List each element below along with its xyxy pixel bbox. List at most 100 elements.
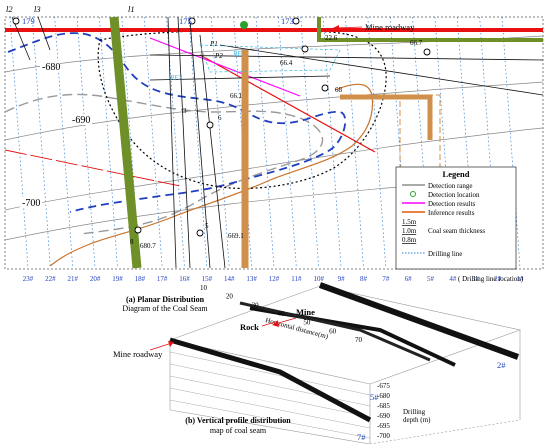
mine-roadway-arrowhead: [333, 25, 339, 31]
value-label-5: 68: [335, 86, 343, 94]
drilling-line-label: 4#: [449, 275, 457, 283]
vertical-profile: (a) Planar Distribution Diagram of the C…: [113, 282, 522, 444]
horizontal-tick-label: 10: [200, 284, 208, 292]
depth-tick-label: -700: [377, 432, 390, 440]
drill-point-markers: [12, 17, 431, 237]
contour-label-bg-700: [20, 197, 42, 208]
contour-label-700: -700: [22, 198, 40, 209]
legend-coal-seam-thickness: Coal seam thickness: [428, 227, 485, 235]
legend-detection-location-swatch: [410, 191, 416, 197]
value-label-6: 680.7: [140, 242, 156, 250]
drilling-line: [76, 16, 96, 269]
drilling-line-labels: 23# 22# 21# 20# 19# 18# 17# 16# 15# 14# 13# 12# 11# 1…: [23, 275, 524, 283]
value-label-2: 66.7: [410, 39, 423, 47]
structural-lines: [11, 16, 544, 269]
drilling-line-label: 20#: [90, 275, 101, 283]
drilling-line-label: 7#: [382, 275, 390, 283]
fault-line-red-b: [199, 54, 376, 153]
mine-roadway-profile-arrowhead: [168, 341, 174, 347]
drilling-line: [367, 16, 387, 269]
profile-id-5: 5#: [370, 392, 379, 402]
contour-label-690: -690: [72, 115, 90, 126]
horizontal-tick-label: 60: [329, 327, 337, 335]
drilling-line-label: 2#: [494, 275, 502, 283]
detection-range-curve: [4, 93, 324, 235]
profile-band-7: [169, 337, 372, 423]
drilling-line-label: 14#: [224, 275, 235, 283]
drilling-line-label: 13#: [246, 275, 257, 283]
contour-label-bg-680: [40, 61, 60, 72]
drilling-line-label: 5#: [427, 275, 435, 283]
drilling-line-label: 10#: [313, 275, 324, 283]
station-175: 175: [179, 16, 192, 26]
horizontal-tick-label: 30: [252, 301, 260, 309]
depth-axis-label-2: depth (m): [403, 416, 431, 424]
detection-location-marker: [240, 21, 248, 29]
horizontal-tick-label: 50: [303, 319, 311, 327]
caption-b-line2: map of coal seam: [210, 426, 267, 435]
drilling-line-label: 8#: [360, 275, 368, 283]
drilling-line-label: 12#: [269, 275, 280, 283]
drilling-line-label: 23#: [23, 275, 34, 283]
caption-b-line1: (b) Vertical profile distribution: [185, 416, 291, 425]
drilling-line: [9, 16, 29, 269]
mine-roadway-profile-label: Mine roadway: [113, 349, 163, 359]
profile-band-5: [239, 301, 431, 362]
legend-detection-results: Detection results: [428, 200, 476, 208]
horizontal-ticks: 10 20 30 40 50 60 70: [200, 284, 363, 344]
profile-id-2: 2#: [497, 360, 506, 370]
map-frame: [4, 16, 544, 270]
inference-zone-dashed: [399, 94, 441, 206]
drilling-line-label: 15#: [202, 275, 213, 283]
legend-thickness-3: 0.8m: [402, 236, 417, 244]
inference-band-orange-right: [340, 94, 433, 140]
drilling-line-label: 21#: [67, 275, 78, 283]
caption-a-line1: (a) Planar Distribution: [126, 295, 205, 304]
drilling-line: [32, 16, 51, 269]
station-179: 179: [22, 16, 35, 26]
line-label-l1: l1: [128, 4, 135, 14]
drilling-line-label: 1#: [517, 275, 525, 283]
value-label-7: 669.1: [228, 232, 244, 240]
point-label-6: 6: [218, 114, 222, 122]
fault-band-green-top: [317, 17, 543, 42]
drilling-line: [255, 16, 275, 269]
drilling-line-label: 3#: [472, 275, 480, 283]
drilling-line-label: 18#: [135, 275, 146, 283]
point-label-8: 8: [130, 238, 134, 246]
drilling-axis-label: ( Drilling line location): [458, 275, 524, 283]
rock-arrow: [261, 320, 279, 327]
legend-title: Legend: [443, 169, 470, 179]
planar-map: 179 175 173 l2 l3 l1 Mine roadway -680 -…: [4, 4, 544, 283]
profile-id-7: 7#: [357, 432, 366, 442]
detection-results-line: [149, 37, 301, 97]
drilling-line: [300, 16, 320, 269]
drilling-line-label: 11#: [291, 275, 302, 283]
rf-label-2: RF2: [169, 74, 183, 82]
horizontal-tick-label: 70: [355, 336, 363, 344]
point-label-p2: P2: [214, 52, 223, 60]
rf-label-1: RF1: [232, 50, 245, 58]
horizontal-tick-label: 40: [278, 310, 286, 318]
depth-tick-label: -680: [377, 392, 390, 400]
drilling-line-label: 19#: [112, 275, 123, 283]
point-label-3: 3: [183, 107, 187, 115]
depth-tick-label: -675: [377, 382, 390, 390]
fault-line-red-a: [4, 149, 181, 187]
drilling-line-label: 22#: [45, 275, 56, 283]
legend-thickness-1: 1.5m: [402, 218, 417, 226]
mine-arrow: [274, 317, 297, 325]
depth-ticks: -675 -680 -685 -690 -695 -700: [377, 382, 390, 440]
line-label-l3: l3: [34, 4, 41, 14]
legend-detection-location: Detection location: [428, 191, 480, 199]
fault-band-green: [109, 16, 142, 269]
drilling-line-label: 17#: [157, 275, 168, 283]
horizontal-tick-label: 20: [226, 293, 234, 301]
point-label-5: 5: [205, 222, 209, 230]
mine-roadway-profile-arrow: [149, 342, 173, 351]
point-label-p1: P1: [209, 40, 218, 48]
contour-label-bg-690: [70, 114, 92, 125]
line-label-l2: l2: [6, 4, 13, 14]
depth-tick-label: -690: [377, 412, 390, 420]
